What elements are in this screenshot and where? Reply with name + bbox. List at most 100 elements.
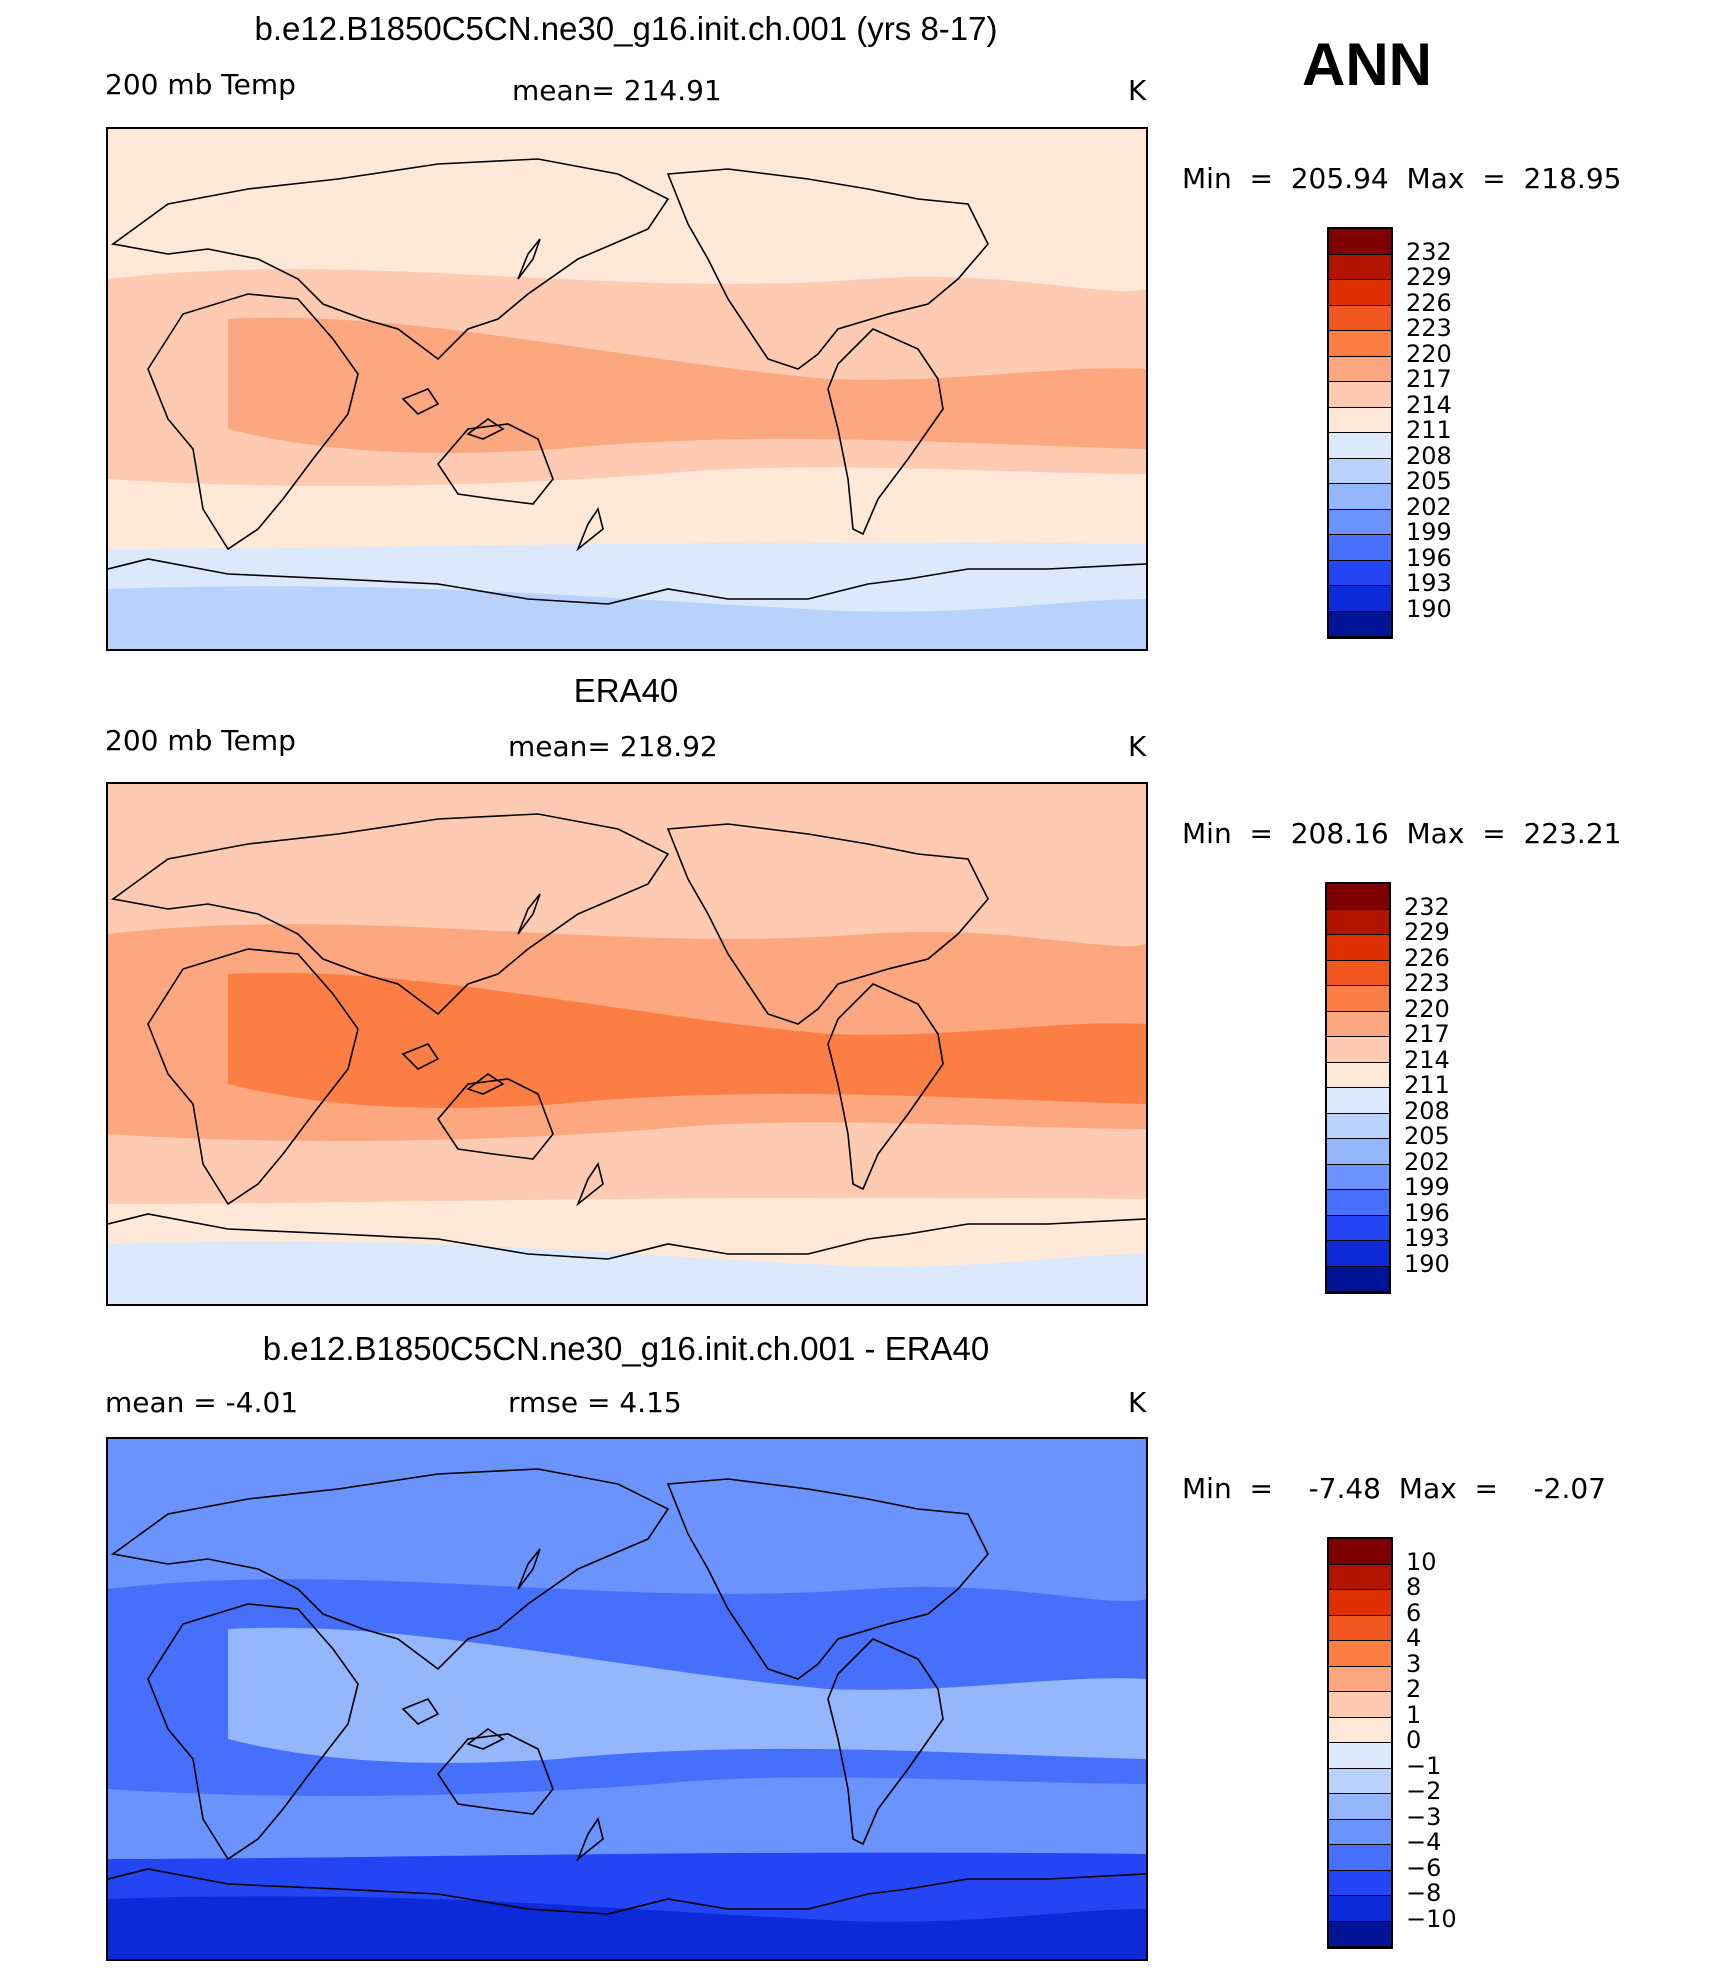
colorbar-swatch xyxy=(1327,1062,1389,1088)
colorbar-swatch xyxy=(1329,1896,1391,1922)
colorbar-tick-label: 0 xyxy=(1406,1726,1422,1754)
colorbar-tick-label: 190 xyxy=(1406,594,1452,623)
mean-label: mean= 214.91 xyxy=(512,74,722,107)
colorbar-tick-label: 3 xyxy=(1406,1649,1422,1678)
coastline-path xyxy=(111,1468,670,1671)
colorbar-swatch xyxy=(1327,1266,1389,1292)
colorbar-tick-label: 229 xyxy=(1406,263,1452,291)
colorbar-swatch xyxy=(1327,1164,1389,1190)
coastline-path xyxy=(466,1073,505,1095)
colorbar-tick-label: 208 xyxy=(1406,441,1452,470)
coastline-path xyxy=(666,168,989,370)
map-svg xyxy=(108,129,1146,649)
colorbar-tick-label: 223 xyxy=(1406,314,1452,342)
colorbar-swatch xyxy=(1329,1768,1391,1794)
coastlines xyxy=(108,158,1146,605)
colorbar-tick-label: 217 xyxy=(1404,1020,1450,1048)
colorbar-swatch xyxy=(1329,382,1391,408)
field-band-equatorial xyxy=(228,1627,1146,1763)
colorbar-tick-label: 205 xyxy=(1406,467,1452,495)
min-max-label: Min = -7.48 Max = -2.07 xyxy=(1182,1472,1606,1505)
colorbar-tick-label: 223 xyxy=(1404,969,1450,997)
colorbar-swatch xyxy=(1329,484,1391,510)
coastline-path xyxy=(108,1868,1146,1915)
map-plot xyxy=(106,127,1148,651)
colorbar-swatch xyxy=(1329,1564,1391,1590)
colorbar-tick-label: 232 xyxy=(1406,237,1452,266)
colorbar-swatch xyxy=(1327,935,1389,961)
colorbar-swatch xyxy=(1329,1717,1391,1743)
units-label: K xyxy=(1128,1386,1147,1419)
colorbar xyxy=(1327,1537,1393,1949)
colorbar-swatch xyxy=(1327,1011,1389,1037)
colorbar-swatch xyxy=(1329,1590,1391,1616)
coastline-path xyxy=(108,558,1146,605)
colorbar-swatch xyxy=(1327,1241,1389,1267)
colorbar-tick-label: 211 xyxy=(1406,416,1452,444)
field-band-equatorial xyxy=(228,972,1146,1108)
coastline-path xyxy=(111,813,670,1016)
colorbar-swatch xyxy=(1329,1539,1391,1565)
coastline-path xyxy=(466,418,505,440)
colorbar-swatch xyxy=(1327,1215,1389,1241)
colorbar-swatch xyxy=(1329,356,1391,382)
coastline-path xyxy=(576,1162,604,1207)
colorbar-swatch xyxy=(1327,909,1389,935)
coastline-path xyxy=(517,893,541,935)
colorbar-tick-label: 208 xyxy=(1404,1096,1450,1125)
coastline-path xyxy=(108,1213,1146,1260)
colorbar-swatch xyxy=(1329,458,1391,484)
colorbar-swatch xyxy=(1329,1743,1391,1769)
coastline-path xyxy=(827,983,944,1191)
colorbar-swatch xyxy=(1329,1666,1391,1692)
coastline-path xyxy=(517,238,541,280)
coastline-path xyxy=(401,1043,440,1070)
colorbar-tick-label: 10 xyxy=(1406,1547,1437,1576)
colorbar-tick-label: 205 xyxy=(1404,1122,1450,1150)
coastline-path xyxy=(436,1733,554,1815)
colorbar-tick-label: 196 xyxy=(1406,543,1452,572)
panel-title: ERA40 xyxy=(573,672,679,709)
colorbar-swatch xyxy=(1329,1819,1391,1845)
colorbar-swatch xyxy=(1327,1113,1389,1139)
coastline-path xyxy=(147,1603,359,1861)
min-max-label: Min = 205.94 Max = 218.95 xyxy=(1182,162,1622,195)
colorbar-swatch xyxy=(1329,407,1391,433)
coastline-path xyxy=(576,507,604,552)
colorbar-tick-label: 4 xyxy=(1406,1624,1422,1652)
colorbar-tick-label: −2 xyxy=(1406,1777,1442,1805)
coastline-path xyxy=(827,1638,944,1846)
colorbar-swatch xyxy=(1329,280,1391,306)
mean-label: mean = -4.01 xyxy=(105,1386,299,1419)
colorbar-tick-label: 2 xyxy=(1406,1675,1422,1703)
coastline-path xyxy=(147,293,359,551)
colorbar-tick-label: 199 xyxy=(1406,518,1452,546)
variable-label: 200 mb Temp xyxy=(105,724,296,757)
panel-title: b.e12.B1850C5CN.ne30_g16.init.ch.001 - E… xyxy=(262,1330,990,1367)
field-band-polar-south xyxy=(108,1896,1146,1959)
coastline-path xyxy=(111,158,670,361)
colorbar-tick-label: −6 xyxy=(1406,1853,1442,1882)
colorbar-swatch xyxy=(1327,884,1389,910)
colorbar-tick-label: −10 xyxy=(1406,1904,1457,1933)
colorbar-swatch xyxy=(1329,229,1391,255)
colorbar-tick-label: 229 xyxy=(1404,918,1450,946)
colorbar-tick-label: 232 xyxy=(1404,892,1450,921)
field-band-polar-south xyxy=(108,586,1146,649)
colorbar-tick-label: 202 xyxy=(1404,1147,1450,1176)
colorbar-tick-label: 220 xyxy=(1404,994,1450,1023)
colorbar-swatch xyxy=(1329,535,1391,561)
colorbar-swatch xyxy=(1327,1037,1389,1063)
colorbar-swatch xyxy=(1329,305,1391,331)
map-plot xyxy=(106,782,1148,1306)
rmse-label: rmse = 4.15 xyxy=(508,1386,682,1419)
coastline-path xyxy=(436,423,554,505)
colorbar xyxy=(1327,227,1393,639)
coastline-path xyxy=(436,1078,554,1160)
colorbar-tick-label: 226 xyxy=(1404,943,1450,972)
colorbar-swatch xyxy=(1329,1870,1391,1896)
colorbar-tick-label: 196 xyxy=(1404,1198,1450,1227)
coastline-path xyxy=(147,948,359,1206)
colorbar-swatch xyxy=(1329,1692,1391,1718)
colorbar-swatch xyxy=(1327,1190,1389,1216)
